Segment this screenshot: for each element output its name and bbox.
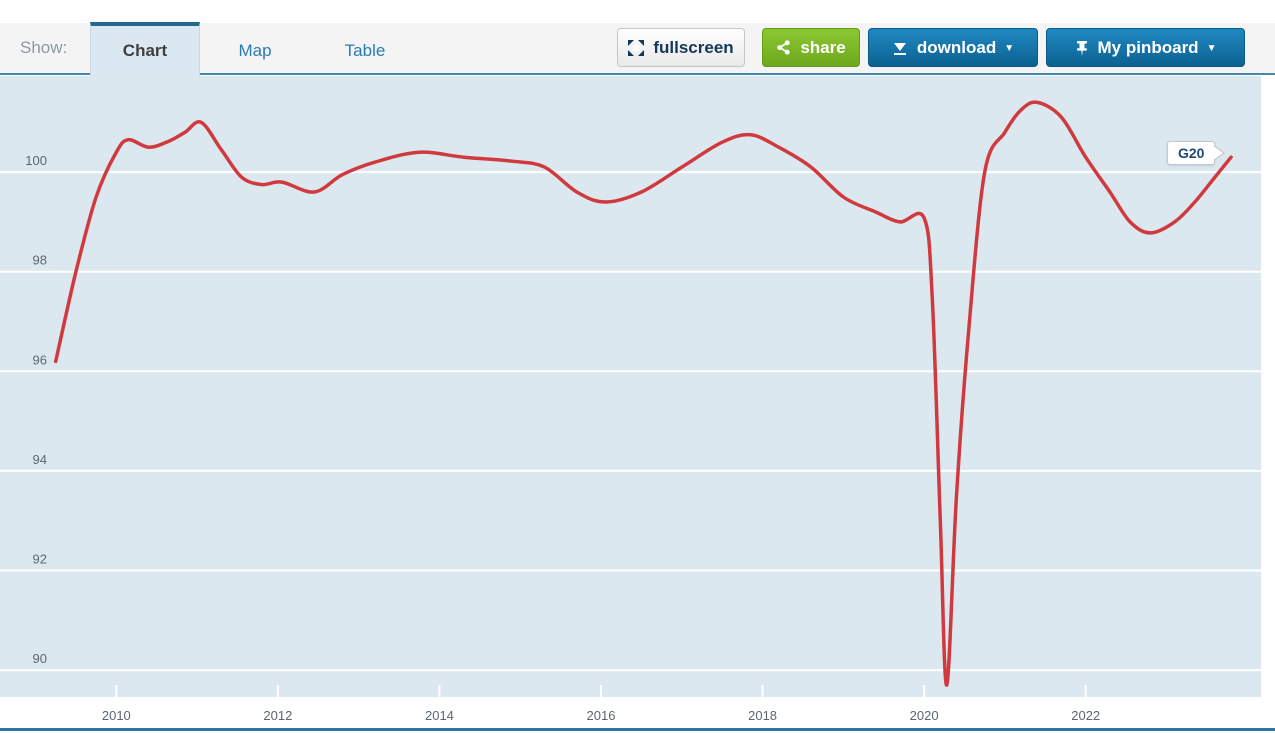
series-callout-label: G20 (1178, 145, 1205, 161)
show-label: Show: (20, 38, 68, 57)
y-axis-tick-label: 96 (33, 352, 47, 367)
share-label: share (800, 37, 846, 57)
x-axis-tick-label: 2016 (587, 708, 616, 723)
x-axis-tick-label: 2012 (263, 708, 292, 723)
share-button[interactable]: share (762, 28, 860, 67)
series-line-g20 (53, 100, 1233, 687)
y-axis-tick-label: 94 (33, 452, 47, 467)
chevron-down-icon: ▼ (1206, 43, 1217, 54)
x-axis-tick-label: 2018 (748, 708, 777, 723)
x-axis-tick-label: 2020 (910, 708, 939, 723)
tab-map-label: Map (238, 41, 272, 60)
expand-icon (628, 39, 645, 56)
y-axis-tick-label: 92 (33, 552, 47, 567)
x-axis-tick-label: 2014 (425, 708, 454, 723)
download-button[interactable]: download ▼ (868, 28, 1038, 67)
pinboard-label: My pinboard (1097, 37, 1199, 57)
download-label: download (916, 37, 997, 57)
chart-canvas[interactable]: 100 98 96 94 92 90 2010 2012 2014 2016 2018 2020 202… (0, 76, 1275, 733)
tab-map[interactable]: Map (200, 23, 310, 75)
x-axis-tick-label: 2010 (102, 708, 131, 723)
pin-icon (1075, 40, 1089, 56)
download-icon (892, 40, 908, 56)
tab-table[interactable]: Table (310, 23, 420, 75)
tab-table-label: Table (344, 41, 386, 60)
y-axis-tick-label: 90 (33, 651, 47, 666)
share-icon (776, 40, 791, 55)
fullscreen-button[interactable]: fullscreen (617, 28, 745, 67)
toolbar: Show: Chart Map Table (0, 22, 1275, 76)
pinboard-button[interactable]: My pinboard ▼ (1046, 28, 1245, 67)
chevron-down-icon: ▼ (1004, 43, 1015, 54)
plot-background (0, 76, 1261, 697)
series-callout: G20 (1167, 141, 1226, 165)
bottom-border (0, 728, 1275, 731)
y-axis-tick-label: 100 (25, 153, 47, 168)
y-axis-tick-label: 98 (33, 253, 47, 268)
tab-chart[interactable]: Chart (90, 22, 200, 76)
fullscreen-label: fullscreen (653, 37, 734, 57)
x-axis-tick-label: 2022 (1071, 708, 1100, 723)
tab-chart-label: Chart (122, 41, 168, 60)
callout-arrow-icon (1212, 145, 1224, 161)
toolbar-buttons: fullscreen (617, 28, 1245, 67)
